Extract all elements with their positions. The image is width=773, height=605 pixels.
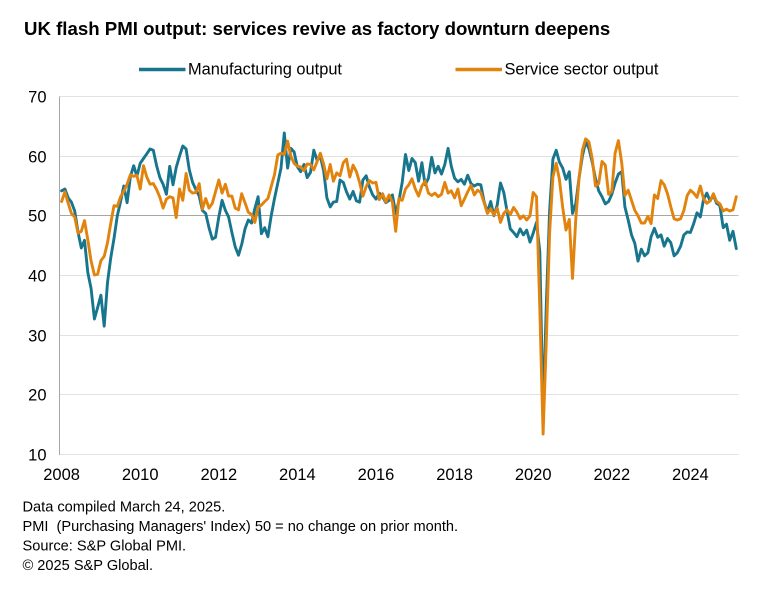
- svg-text:Data compiled March 24, 2025.: Data compiled March 24, 2025.: [23, 499, 226, 515]
- svg-text:UK flash PMI output: services: UK flash PMI output: services revive as …: [24, 18, 610, 39]
- svg-text:2024: 2024: [672, 466, 709, 484]
- svg-text:40: 40: [28, 268, 46, 286]
- svg-text:PMI (Purchasing Managers' Ind: PMI (Purchasing Managers' Index) 50 = no…: [23, 519, 459, 535]
- svg-text:2018: 2018: [436, 466, 473, 484]
- svg-text:10: 10: [28, 447, 46, 465]
- svg-text:2014: 2014: [279, 466, 316, 484]
- svg-text:Service sector output: Service sector output: [505, 60, 659, 78]
- svg-text:20: 20: [28, 387, 46, 405]
- svg-text:2010: 2010: [122, 466, 159, 484]
- svg-text:50: 50: [28, 208, 46, 226]
- svg-text:Manufacturing output: Manufacturing output: [188, 60, 342, 78]
- svg-text:© 2025 S&P Global.: © 2025 S&P Global.: [23, 558, 154, 574]
- svg-text:2022: 2022: [593, 466, 630, 484]
- svg-text:30: 30: [28, 328, 46, 346]
- svg-text:2012: 2012: [200, 466, 237, 484]
- svg-text:2020: 2020: [515, 466, 552, 484]
- svg-text:2016: 2016: [358, 466, 395, 484]
- svg-text:70: 70: [28, 89, 46, 107]
- svg-text:2008: 2008: [43, 466, 80, 484]
- svg-text:Source: S&P Global PMI.: Source: S&P Global PMI.: [23, 538, 187, 554]
- svg-text:60: 60: [28, 149, 46, 167]
